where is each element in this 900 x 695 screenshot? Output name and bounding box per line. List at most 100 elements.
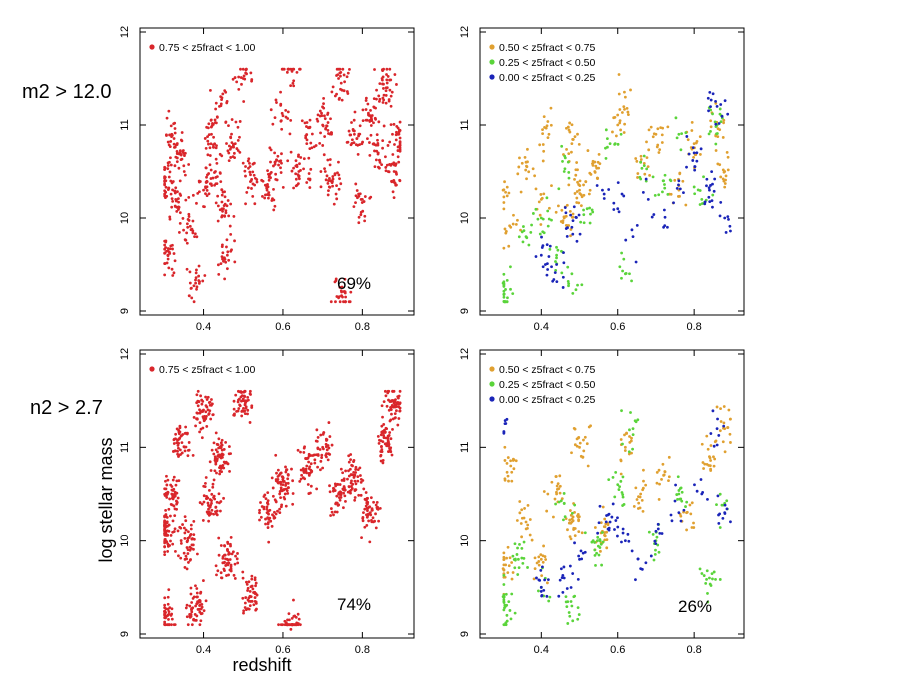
data-point — [370, 114, 374, 117]
data-point — [384, 94, 388, 97]
data-point — [357, 194, 361, 198]
data-point — [181, 149, 185, 152]
data-point — [198, 501, 202, 504]
data-point — [359, 474, 362, 477]
data-point — [239, 395, 243, 399]
data-point — [524, 168, 528, 172]
data-point — [171, 188, 174, 192]
data-point — [593, 548, 597, 552]
data-point — [250, 177, 254, 181]
data-point — [395, 125, 399, 128]
data-point — [187, 294, 191, 298]
data-point — [623, 433, 626, 437]
data-point — [519, 522, 523, 525]
data-point — [211, 413, 215, 417]
data-point — [692, 185, 696, 189]
data-point — [189, 523, 193, 527]
data-point — [502, 280, 506, 284]
data-point — [326, 181, 330, 185]
data-point — [382, 82, 385, 86]
data-point — [724, 174, 728, 178]
data-point — [708, 464, 712, 467]
data-point — [186, 454, 190, 458]
data-point — [561, 591, 565, 594]
data-point — [187, 163, 191, 166]
data-point — [309, 484, 313, 488]
data-point — [620, 251, 624, 255]
data-point — [265, 507, 269, 511]
data-point — [182, 228, 185, 232]
data-point — [194, 604, 198, 608]
data-point — [338, 177, 341, 181]
data-point — [195, 393, 199, 397]
data-point — [229, 536, 233, 539]
data-point — [502, 598, 506, 602]
data-point — [186, 431, 189, 435]
data-point — [569, 234, 572, 238]
data-point — [359, 210, 363, 214]
data-point — [523, 507, 526, 510]
data-point — [541, 554, 545, 558]
data-point — [204, 166, 208, 170]
data-point — [557, 594, 561, 598]
data-point — [361, 140, 364, 144]
data-point — [295, 621, 299, 625]
data-point — [546, 578, 550, 582]
data-point — [588, 188, 592, 192]
data-point — [555, 484, 559, 488]
data-point — [502, 188, 506, 192]
y-tick-label: 12 — [119, 26, 131, 38]
data-point — [585, 442, 589, 446]
data-point — [677, 511, 681, 515]
data-point — [380, 424, 384, 428]
data-point — [716, 494, 720, 498]
data-point — [685, 510, 689, 514]
data-point — [235, 80, 239, 84]
y-tick-label: 12 — [459, 26, 471, 38]
data-point — [579, 220, 583, 224]
data-point — [354, 468, 358, 471]
data-point — [381, 458, 385, 462]
data-point — [314, 144, 318, 147]
data-point — [189, 592, 193, 596]
data-point — [263, 183, 267, 187]
data-point — [337, 173, 341, 177]
data-point — [702, 574, 706, 577]
data-point — [253, 183, 257, 187]
data-point — [175, 152, 179, 155]
data-point — [604, 146, 607, 150]
legend-marker — [489, 396, 495, 402]
data-point — [601, 505, 605, 509]
data-point — [243, 403, 247, 407]
data-point — [568, 535, 572, 539]
data-point — [519, 190, 523, 194]
data-point — [307, 460, 311, 464]
data-point — [176, 496, 180, 500]
data-point — [339, 70, 343, 74]
data-point — [330, 181, 334, 185]
data-point — [365, 118, 369, 122]
data-point — [199, 427, 203, 431]
data-point — [168, 170, 172, 174]
data-point — [307, 172, 311, 175]
data-point — [545, 243, 549, 247]
data-point — [547, 599, 551, 603]
data-point — [342, 506, 345, 510]
data-point — [611, 502, 615, 506]
data-point — [354, 194, 358, 198]
data-point — [244, 165, 247, 168]
data-point — [310, 469, 314, 473]
data-point — [224, 564, 228, 567]
data-point — [699, 478, 703, 481]
data-point — [692, 521, 695, 525]
data-point — [332, 202, 336, 206]
data-point — [163, 606, 167, 610]
data-point — [261, 195, 264, 198]
data-point — [709, 184, 712, 187]
data-point — [352, 141, 356, 145]
data-point — [646, 165, 650, 169]
data-point — [180, 441, 184, 445]
data-point — [394, 405, 397, 409]
data-point — [622, 194, 626, 198]
data-point — [578, 557, 581, 561]
